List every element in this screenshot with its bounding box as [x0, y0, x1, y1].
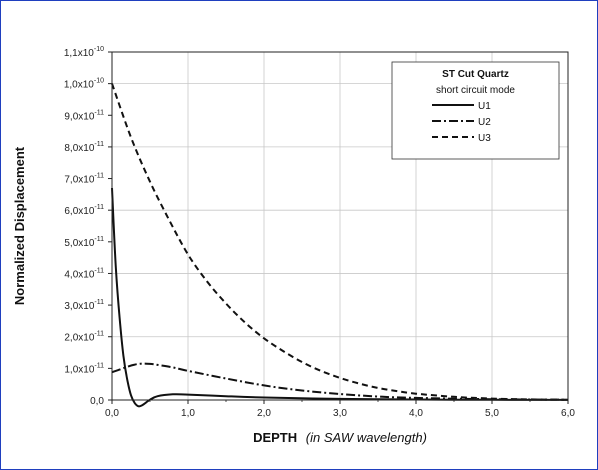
legend-label-u1: U1 [478, 101, 491, 112]
y-tick-exponent: -11 [94, 204, 104, 211]
y-tick-label: 6,0x10-11 [64, 204, 104, 217]
legend-box [391, 61, 560, 160]
x-axis-title-italic: (in SAW wavelength) [306, 430, 427, 445]
y-tick-exponent: -11 [94, 362, 104, 369]
y-tick-mantissa: 1,0x10 [64, 364, 94, 375]
y-tick-mantissa: 3,0x10 [64, 301, 94, 312]
y-tick-mantissa: 4,0x10 [64, 269, 94, 280]
tick-layer: 0,0 1,0 2,0 3,0 4,0 5,0 6,00,01,0x10-112,0x10-… [64, 46, 576, 419]
y-tick-mantissa: 9,0x10 [64, 111, 94, 122]
y-tick-label: 1,0x10-10 [64, 78, 104, 91]
x-tick-label: 0,0 [105, 408, 119, 419]
series-line-u2 [111, 362, 569, 401]
series-line-u1 [111, 187, 569, 408]
legend: ST Cut Quartz short circuit mode U1 U2 U3 [391, 61, 560, 160]
y-tick-label: 1,1x10-10 [64, 46, 104, 59]
x-tick-label: 5,0 [485, 408, 499, 419]
legend-label-u3: U3 [478, 133, 491, 144]
y-tick-label: 2,0x10-11 [64, 331, 104, 344]
y-tick-exponent: -10 [94, 78, 104, 85]
y-tick-label: 8,0x10-11 [64, 141, 104, 154]
x-tick-label: 3,0 [333, 408, 347, 419]
legend-label-u2: U2 [478, 117, 491, 128]
y-tick-mantissa: 5,0x10 [64, 238, 94, 249]
y-tick-mantissa: 1,1x10 [64, 48, 94, 59]
series-line-u3 [111, 83, 569, 401]
y-tick-mantissa: 0,0 [90, 396, 104, 407]
y-tick-mantissa: 6,0x10 [64, 206, 94, 217]
y-axis-title: Normalized Displacement [12, 146, 27, 305]
y-tick-exponent: -11 [94, 173, 104, 180]
y-tick-label: 5,0x10-11 [64, 236, 104, 249]
y-tick-label: 3,0x10-11 [64, 299, 104, 312]
y-tick-label: 4,0x10-11 [64, 267, 104, 280]
y-tick-exponent: -11 [94, 267, 104, 274]
legend-subtitle: short circuit mode [436, 85, 515, 96]
y-tick-exponent: -11 [94, 109, 104, 116]
series-layer [111, 83, 569, 408]
y-tick-label: 7,0x10-11 [64, 173, 104, 186]
y-tick-label: 9,0x10-11 [64, 109, 104, 122]
legend-title: ST Cut Quartz [442, 69, 509, 80]
y-tick-exponent: -11 [94, 236, 104, 243]
x-tick-label: 2,0 [257, 408, 271, 419]
x-tick-label: 1,0 [181, 408, 195, 419]
x-axis-title-main: DEPTH [253, 430, 297, 445]
x-axis-title: DEPTH (in SAW wavelength) [253, 430, 427, 445]
y-tick-mantissa: 8,0x10 [64, 143, 94, 154]
y-tick-mantissa: 7,0x10 [64, 175, 94, 186]
y-tick-mantissa: 2,0x10 [64, 333, 94, 344]
y-tick-exponent: -11 [94, 331, 104, 338]
x-tick-label: 6,0 [561, 408, 575, 419]
y-tick-mantissa: 1,0x10 [64, 80, 94, 91]
x-tick-label: 4,0 [409, 408, 423, 419]
y-tick-exponent: -11 [94, 299, 104, 306]
y-tick-label: 1,0x10-11 [64, 362, 104, 375]
y-tick-exponent: -11 [94, 141, 104, 148]
y-tick-exponent: -10 [94, 46, 104, 53]
y-tick-label: 0,0 [90, 396, 104, 407]
